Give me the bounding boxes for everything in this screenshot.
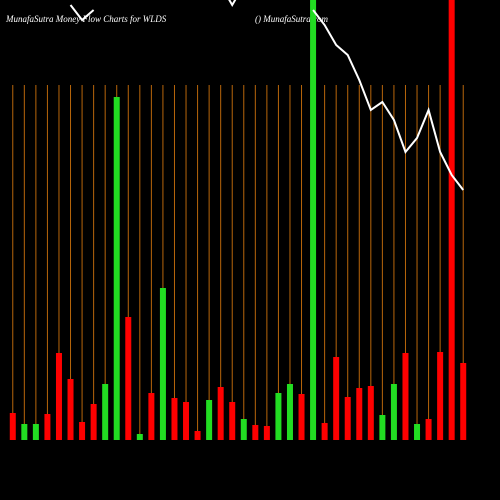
bar — [183, 402, 190, 440]
bar — [67, 379, 74, 440]
bar — [194, 431, 201, 440]
chart-subtitle: () MunafaSutra.com — [255, 14, 328, 24]
bar — [275, 393, 282, 440]
bar — [379, 415, 386, 440]
bar — [460, 363, 467, 440]
bar — [136, 434, 143, 440]
money-flow-line — [228, 0, 237, 7]
bar — [356, 388, 363, 440]
bar — [402, 353, 409, 440]
bar — [21, 424, 28, 440]
bar — [448, 0, 455, 440]
bar — [321, 423, 328, 440]
bar — [55, 353, 62, 440]
bar — [229, 402, 236, 440]
bar — [125, 317, 132, 440]
bar — [90, 404, 97, 440]
bar — [344, 397, 351, 440]
bar — [217, 387, 224, 440]
bar — [159, 288, 166, 440]
bar — [240, 419, 247, 440]
bar — [367, 386, 374, 440]
bar — [102, 384, 109, 440]
bar — [44, 414, 51, 440]
bar — [148, 393, 155, 440]
bar — [310, 0, 317, 440]
bar — [32, 424, 39, 440]
bar — [113, 97, 120, 440]
bar — [333, 357, 340, 440]
money-flow-line — [69, 4, 95, 22]
bar — [286, 384, 293, 440]
bar — [414, 424, 421, 440]
bar — [171, 398, 178, 440]
bar — [79, 422, 86, 440]
bar — [390, 384, 397, 440]
bar — [252, 425, 259, 440]
bar — [425, 419, 432, 440]
bar — [437, 352, 444, 440]
bar — [9, 413, 16, 440]
money-flow-line — [312, 9, 465, 191]
bar — [206, 400, 213, 440]
bar — [263, 426, 270, 440]
bar — [298, 394, 305, 440]
chart-title: MunafaSutra Money Flow Charts for WLDS — [5, 14, 167, 24]
